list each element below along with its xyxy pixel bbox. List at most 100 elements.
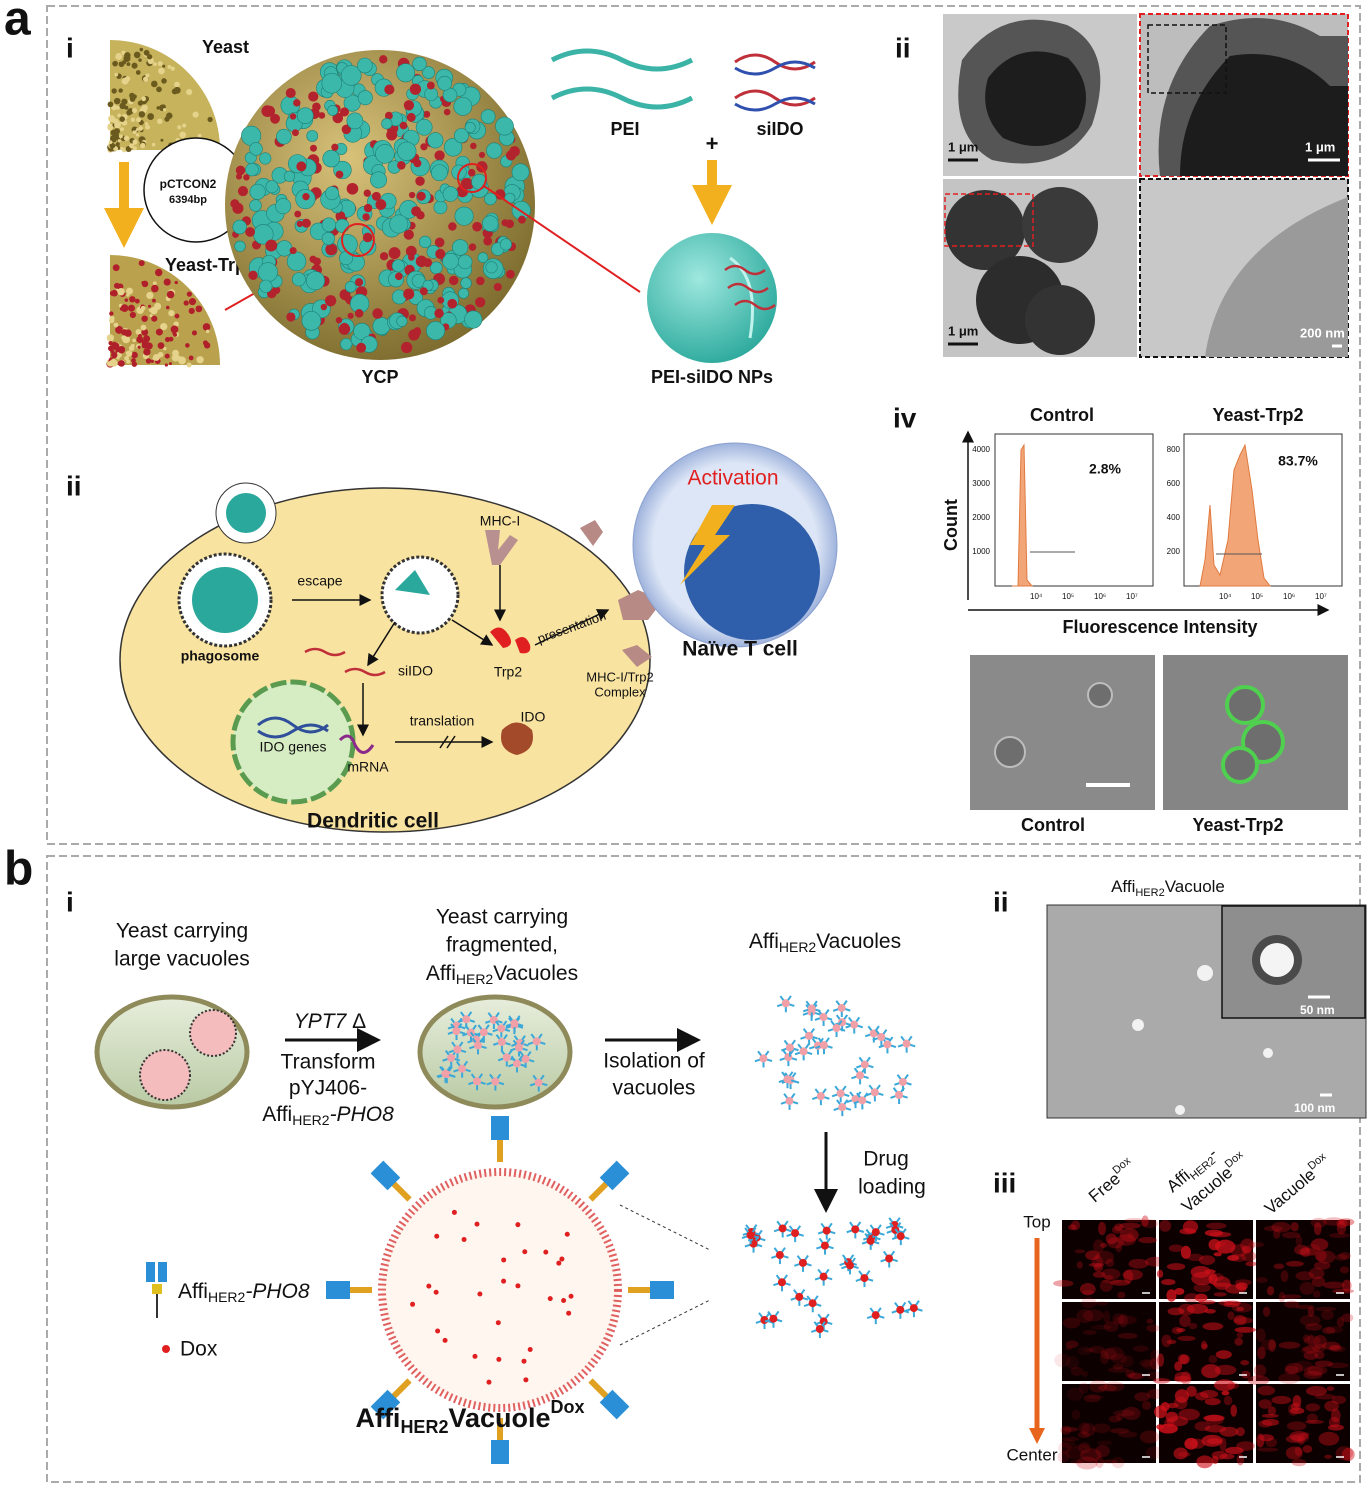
texture-dot (403, 229, 414, 240)
affibody (599, 1160, 630, 1191)
ido (501, 722, 533, 755)
texture-dot (108, 115, 116, 123)
texture (1198, 1255, 1216, 1265)
texture-dot (386, 129, 398, 141)
vacuole (479, 1028, 488, 1037)
texture (1259, 1434, 1274, 1442)
texture (1273, 1229, 1281, 1239)
texture (1093, 1239, 1105, 1254)
texture (1098, 1221, 1107, 1236)
texture-dot (324, 295, 337, 307)
texture (1263, 1225, 1283, 1232)
texture-dot (126, 109, 132, 116)
texture-dot (362, 213, 370, 221)
texture-dot (370, 171, 388, 189)
texture-dot (121, 147, 127, 153)
texture-dot (397, 141, 417, 161)
texture-dot (117, 361, 123, 367)
texture (1324, 1454, 1332, 1459)
texture (1070, 1220, 1081, 1231)
vacuole (521, 1054, 530, 1063)
antibody-icon (146, 1262, 167, 1318)
texture (1153, 1405, 1167, 1419)
texture (1078, 1422, 1090, 1434)
texture (1095, 1444, 1110, 1458)
texture-dot (354, 309, 364, 318)
texture-dot (265, 180, 279, 194)
vacuole (819, 1317, 828, 1326)
label: fragmented, (446, 934, 558, 957)
label: Isolation of (603, 1050, 705, 1073)
texture-dot (170, 325, 179, 334)
texture (1179, 1314, 1191, 1328)
texture-dot (232, 219, 247, 235)
texture (1302, 1345, 1320, 1353)
texture (1305, 1386, 1328, 1396)
vacuole (832, 1024, 841, 1033)
texture-dot (118, 134, 123, 139)
texture (1314, 1306, 1337, 1312)
texture-dot (133, 146, 137, 151)
texture (1221, 1390, 1230, 1396)
dox (559, 1256, 565, 1262)
texture-dot (396, 63, 416, 83)
dox (435, 1328, 441, 1334)
texture-dot (413, 159, 422, 168)
texture-dot (156, 106, 161, 110)
texture (1286, 1421, 1307, 1431)
ycp-texture (230, 55, 531, 354)
vacuole (781, 999, 790, 1008)
texture-dot (173, 321, 179, 327)
label: siIDO (756, 119, 803, 139)
vacuole (820, 1241, 829, 1250)
texture (1103, 1381, 1125, 1392)
texture-dot (517, 215, 526, 224)
dox (486, 1379, 492, 1385)
texture-dot (414, 327, 421, 334)
texture-dot (205, 329, 210, 334)
mhc-i (485, 530, 518, 565)
legend-label: Dox (180, 1338, 218, 1361)
texture (1100, 1242, 1108, 1248)
texture-dot (346, 182, 359, 195)
dox (564, 1231, 570, 1237)
texture-dot (381, 118, 393, 130)
texture (1174, 1287, 1185, 1295)
texture-dot (424, 87, 439, 102)
texture (1240, 1250, 1257, 1262)
vacuole (473, 1041, 482, 1050)
subpanel-label: ii (993, 886, 1009, 917)
texture-dot (138, 58, 142, 62)
texture-dot (470, 142, 477, 150)
vacuole (808, 1299, 817, 1308)
vacuole (866, 1236, 875, 1245)
texture (1103, 1321, 1119, 1332)
vacuole (795, 1292, 804, 1301)
texture-dot (122, 335, 131, 344)
texture-dot (286, 251, 307, 272)
dox (556, 1260, 562, 1266)
texture-dot (152, 281, 157, 286)
texture-dot (434, 308, 444, 319)
texture-dot (234, 240, 246, 252)
connector (619, 1204, 711, 1251)
texture-dot (133, 51, 141, 59)
texture-dot (309, 255, 317, 263)
texture-dot (483, 236, 493, 246)
texture (1240, 1238, 1255, 1252)
texture-dot (152, 354, 160, 361)
texture-dot (166, 290, 175, 299)
texture (1161, 1279, 1176, 1286)
texture-dot (145, 124, 151, 130)
texture (1124, 1218, 1146, 1223)
texture-dot (270, 113, 281, 124)
texture (1167, 1307, 1185, 1316)
texture (1290, 1221, 1299, 1232)
dox (477, 1291, 483, 1297)
vacuole (791, 1229, 800, 1238)
lightning (680, 505, 735, 585)
texture-dot (427, 132, 444, 149)
texture (1302, 1334, 1310, 1343)
vacuole (491, 1077, 500, 1086)
